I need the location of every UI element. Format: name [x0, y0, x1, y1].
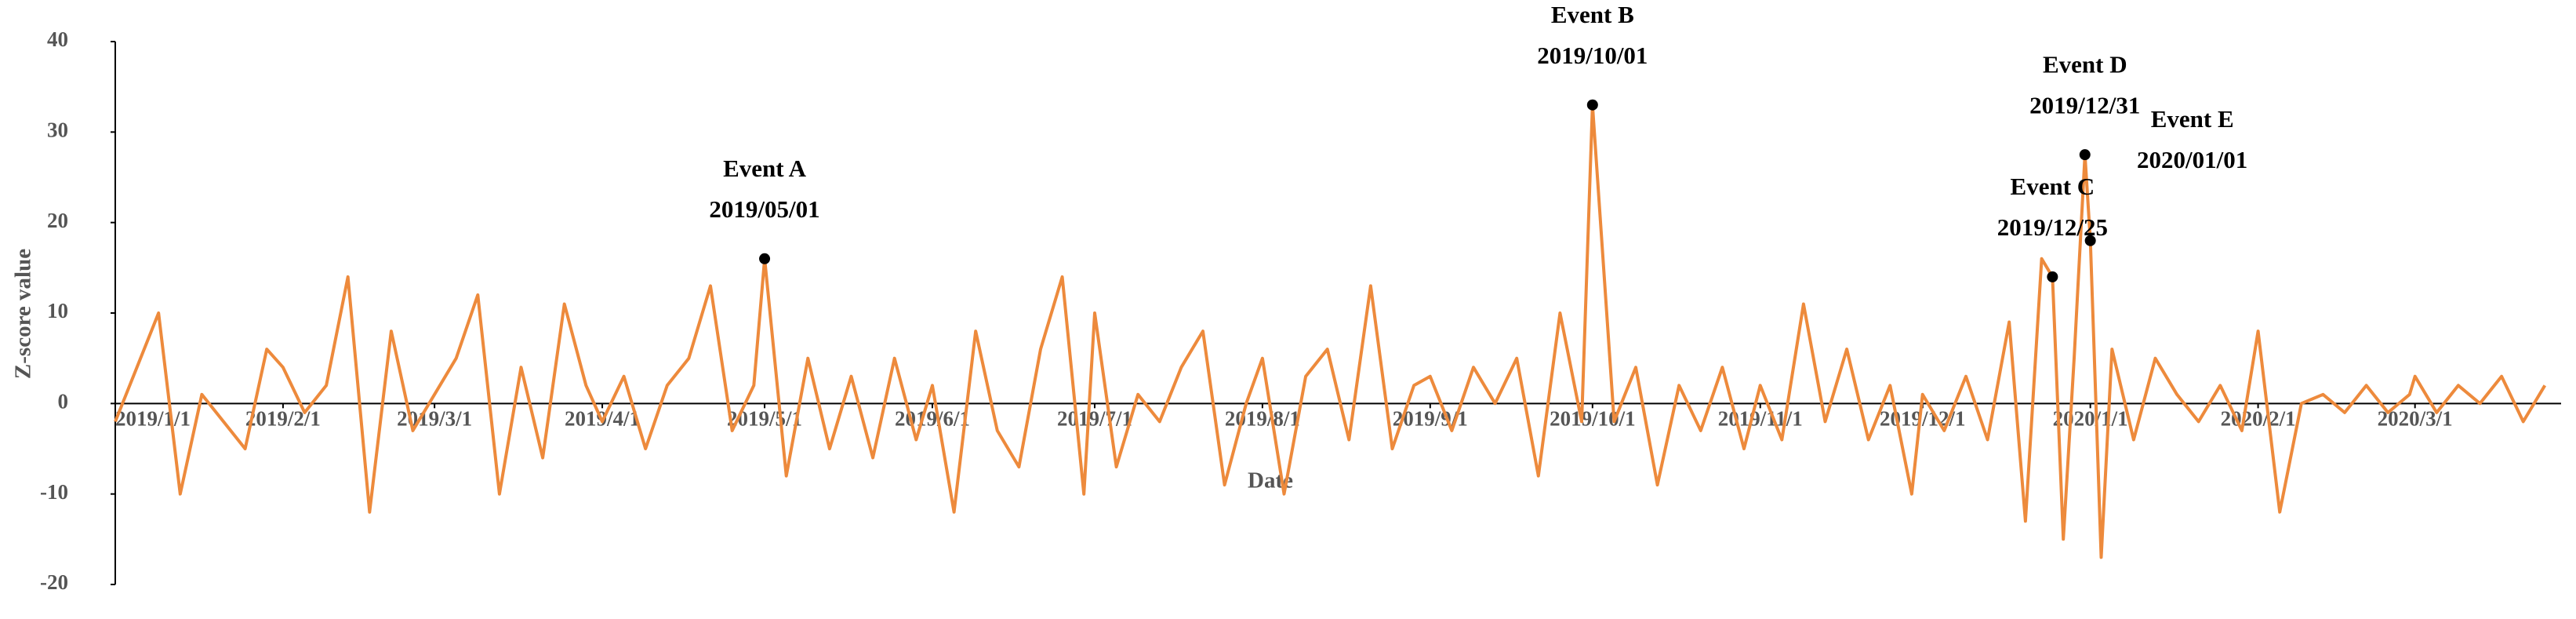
event-label: Event E	[2151, 105, 2234, 133]
y-tick-label: 20	[47, 209, 68, 232]
y-tick-label: -20	[40, 570, 68, 594]
event-label: Event C	[2011, 173, 2095, 200]
x-tick-label: 2019/8/1	[1225, 407, 1300, 431]
x-tick-label: 2019/1/1	[115, 407, 191, 431]
x-tick-label: 2019/2/1	[245, 407, 321, 431]
y-tick-label: 30	[47, 118, 68, 142]
event-marker	[1586, 99, 1598, 111]
x-tick-label: 2020/1/1	[2053, 407, 2128, 431]
event-marker	[759, 253, 771, 264]
y-axis-title: Z-score value	[11, 249, 36, 379]
event-label: Event A	[723, 155, 807, 182]
x-tick-label: 2019/7/1	[1057, 407, 1132, 431]
y-tick-label: -10	[40, 480, 68, 504]
y-tick-label: 40	[47, 27, 68, 51]
event-date: 2019/10/01	[1537, 42, 1648, 69]
event-date: 2020/01/01	[2137, 146, 2247, 173]
x-tick-label: 2019/11/1	[1718, 407, 1803, 431]
y-tick-label: 10	[47, 299, 68, 322]
event-marker	[2084, 235, 2096, 246]
event-marker	[2079, 149, 2091, 161]
x-tick-label: 2019/6/1	[895, 407, 970, 431]
event-marker	[2047, 271, 2058, 282]
x-tick-label: 2019/10/1	[1550, 407, 1636, 431]
event-date: 2019/05/01	[709, 195, 819, 223]
event-label: Event D	[2043, 50, 2127, 78]
series-line	[114, 103, 2547, 559]
y-tick-label: 0	[58, 390, 69, 413]
event-date: 2019/12/31	[2029, 91, 2140, 118]
event-label: Event B	[1551, 1, 1634, 28]
